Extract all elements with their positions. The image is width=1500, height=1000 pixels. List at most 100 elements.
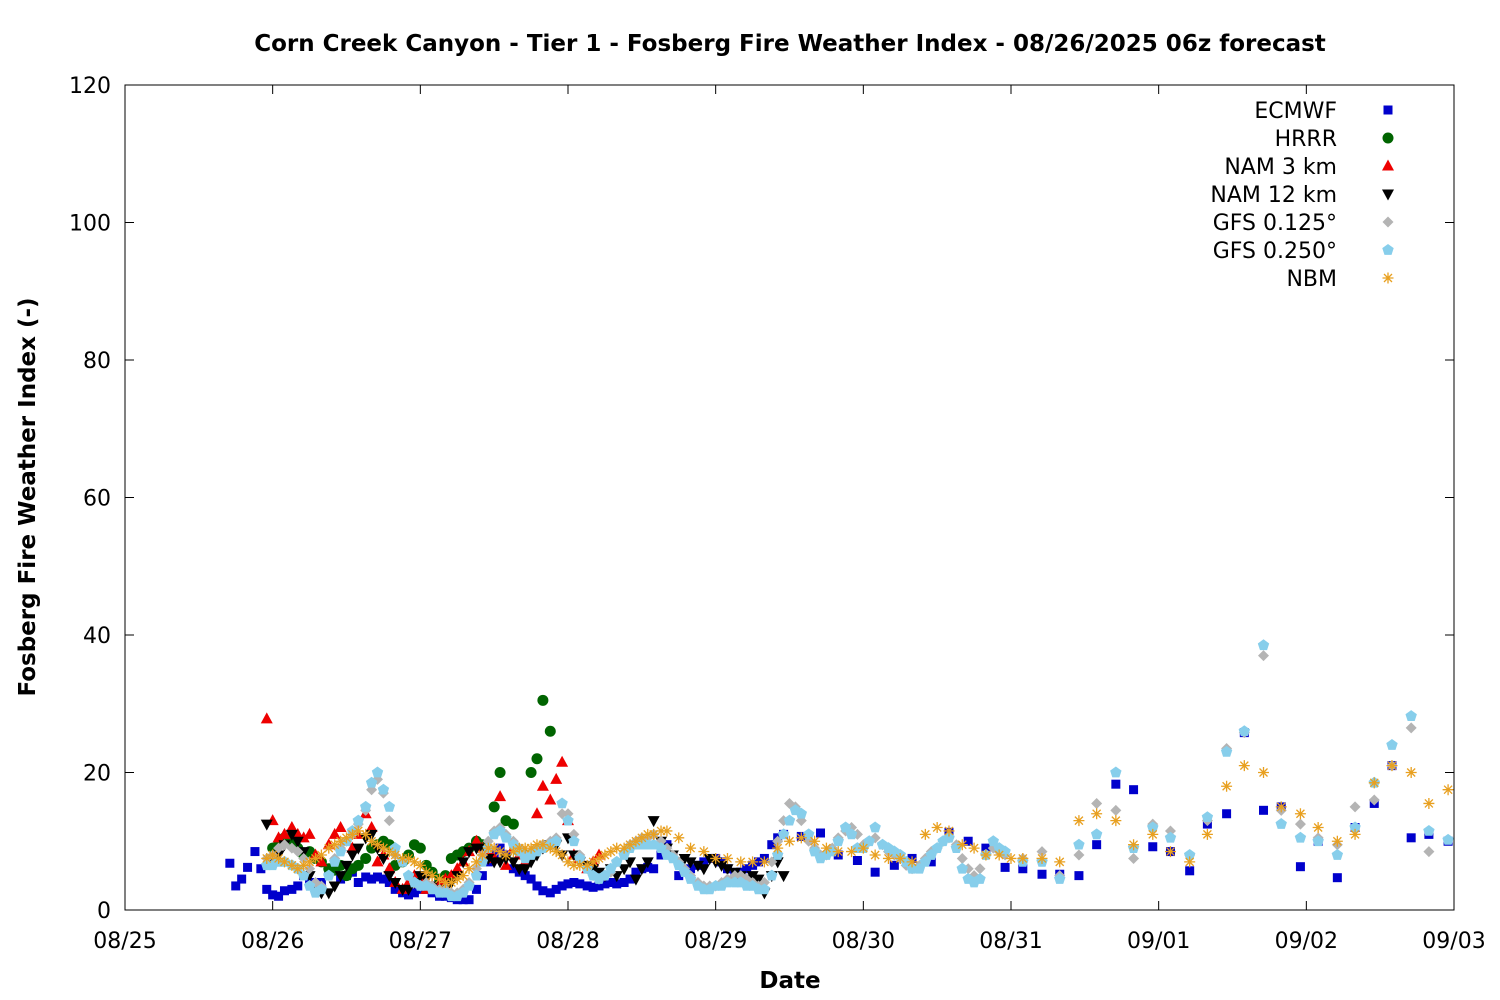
data-point [636, 832, 648, 844]
data-point [1092, 840, 1102, 850]
data-point [1164, 831, 1177, 843]
data-point [409, 888, 419, 898]
data-point [408, 856, 420, 868]
data-point [360, 852, 372, 864]
data-point [593, 852, 605, 864]
data-point [581, 859, 593, 871]
data-point [758, 877, 770, 888]
data-point [611, 842, 623, 854]
data-point [889, 860, 899, 870]
data-point [470, 856, 482, 868]
data-point [278, 827, 291, 839]
data-point [758, 883, 771, 895]
data-point [341, 832, 352, 844]
data-point [434, 873, 446, 885]
data-point [457, 857, 470, 869]
data-point [353, 878, 363, 887]
data-point [463, 847, 476, 859]
data-point [384, 878, 394, 887]
data-point [1294, 808, 1306, 820]
data-point [1442, 833, 1454, 845]
data-point [1275, 818, 1287, 829]
data-point [624, 839, 636, 851]
data-point [463, 879, 475, 891]
data-point [402, 884, 415, 896]
data-point [631, 867, 641, 877]
legend-marker [1383, 105, 1393, 115]
x-tick-label: 08/26 [241, 929, 304, 954]
data-point [1164, 846, 1176, 858]
data-point [507, 818, 519, 830]
data-point [476, 849, 488, 861]
data-point [1368, 777, 1380, 789]
data-point [635, 864, 648, 876]
data-point [1074, 871, 1084, 881]
data-point [231, 881, 241, 891]
data-point [600, 879, 610, 889]
data-point [550, 846, 562, 858]
data-point [684, 873, 697, 884]
data-point [1386, 760, 1398, 772]
data-point [882, 852, 894, 864]
data-point [587, 856, 599, 868]
data-point [371, 766, 384, 778]
y-tick-label: 40 [83, 624, 111, 649]
y-tick-label: 20 [83, 762, 111, 787]
y-tick-label: 120 [69, 74, 111, 99]
data-point [482, 842, 494, 854]
data-point [691, 860, 704, 872]
data-point [292, 863, 304, 875]
data-point [569, 878, 579, 887]
x-tick-label: 09/03 [1422, 929, 1485, 954]
data-point [894, 852, 906, 864]
data-point [272, 831, 285, 843]
data-point [285, 829, 298, 841]
x-tick-label: 08/31 [979, 929, 1042, 954]
data-point [1349, 828, 1361, 840]
data-point [1349, 801, 1361, 813]
data-point [507, 857, 520, 869]
data-point [655, 842, 667, 853]
data-point [1091, 797, 1103, 809]
data-point [1005, 852, 1017, 864]
data-point [260, 712, 273, 724]
data-point [1147, 821, 1159, 833]
data-point [1184, 856, 1196, 868]
data-point [588, 882, 598, 892]
data-point [328, 827, 341, 839]
y-tick-label: 60 [83, 487, 111, 512]
data-point [721, 864, 734, 876]
data-point [772, 842, 784, 854]
data-point [1423, 824, 1435, 836]
data-point [451, 862, 464, 874]
data-point [361, 872, 371, 882]
data-point [488, 801, 500, 813]
data-point [1312, 835, 1324, 847]
data-point [568, 835, 580, 847]
data-point [494, 767, 506, 778]
data-point [329, 839, 341, 851]
data-point [575, 879, 585, 889]
data-point [980, 849, 992, 861]
data-point [359, 800, 372, 812]
chart-title: Corn Creek Canyon - Tier 1 - Fosberg Fir… [254, 31, 1326, 57]
data-point [544, 793, 557, 805]
data-point [678, 866, 691, 878]
data-point [352, 814, 365, 826]
data-point [390, 884, 400, 894]
data-point [260, 819, 273, 831]
data-point [414, 859, 426, 871]
data-point [346, 841, 359, 853]
data-point [963, 836, 973, 846]
data-point [445, 877, 457, 888]
data-point [494, 857, 507, 869]
data-point [536, 779, 549, 791]
data-point [304, 856, 316, 868]
data-point [525, 767, 537, 778]
data-point [852, 856, 862, 865]
data-point [250, 847, 260, 857]
data-point [562, 814, 574, 826]
data-point [1442, 784, 1454, 796]
data-point [335, 835, 347, 847]
